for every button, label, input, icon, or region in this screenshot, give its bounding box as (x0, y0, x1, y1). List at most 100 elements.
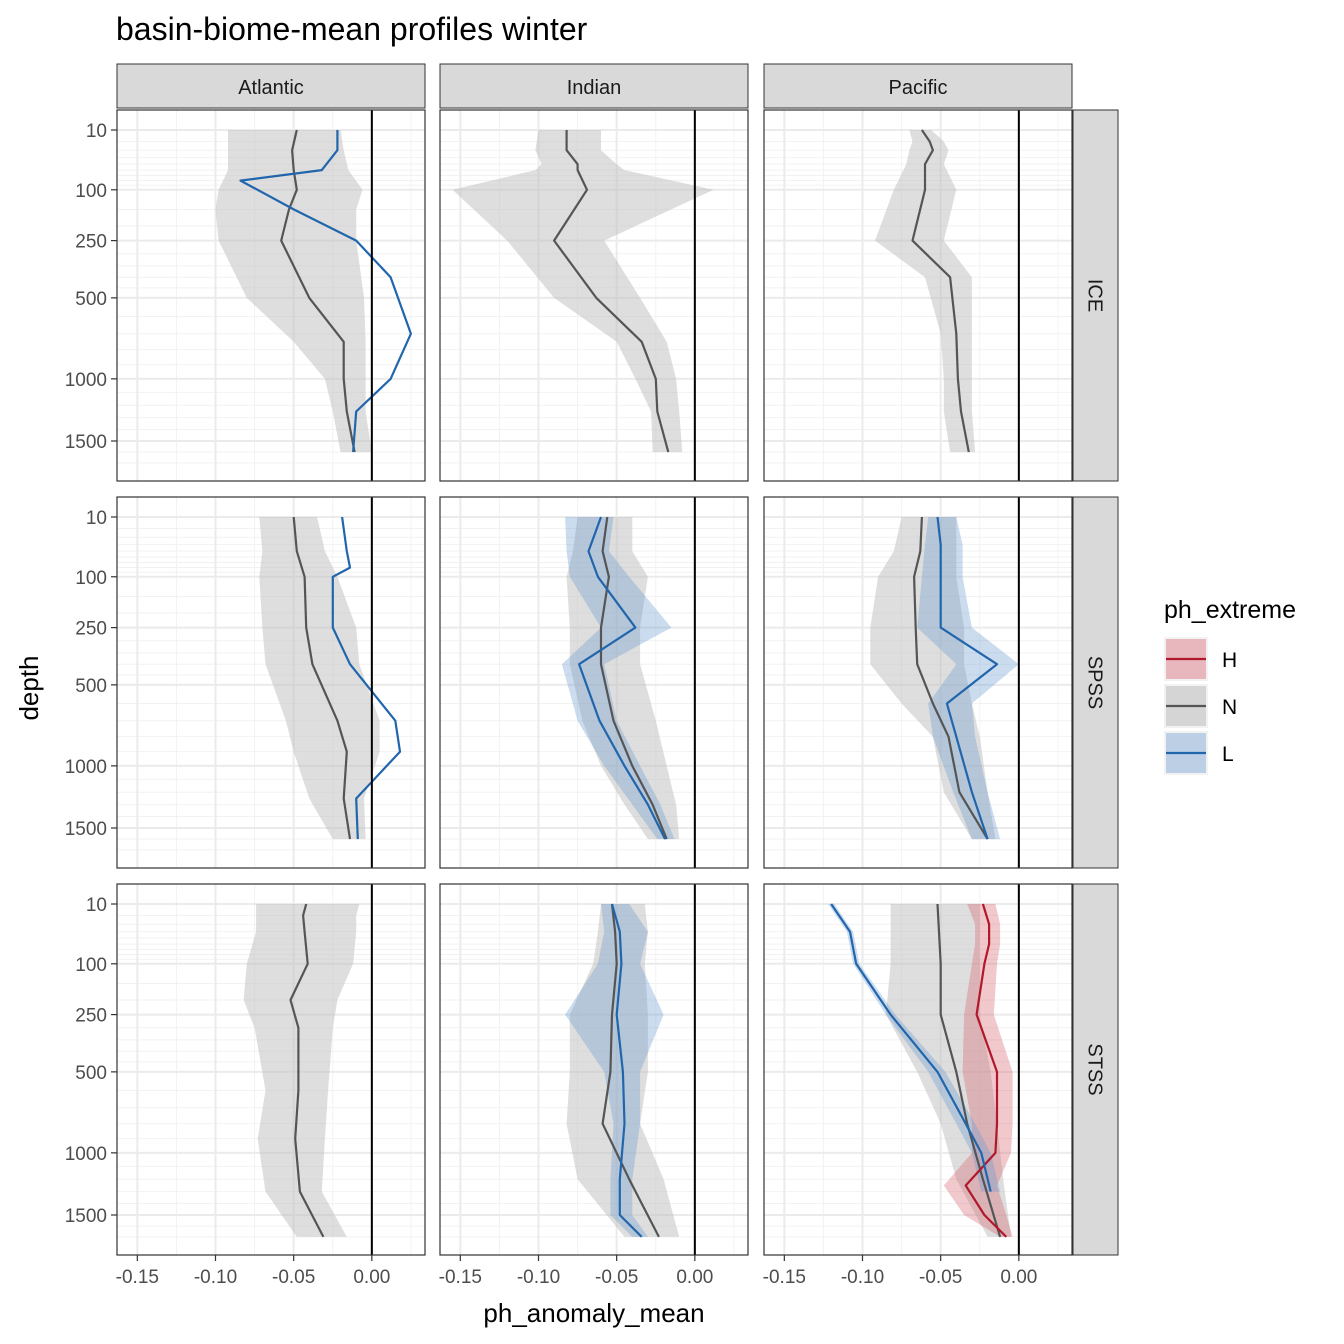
legend-label: N (1222, 696, 1237, 719)
panel-border (763, 883, 1073, 1256)
y-tick-label: 500 (75, 1063, 107, 1084)
y-tick-label: 100 (75, 568, 107, 589)
legend-entry-N: N (1164, 684, 1237, 728)
ribbon-N (243, 904, 360, 1237)
panels-layer: Atlantic Indian Pacific ICE SPSS STSS 10 100 250… (65, 63, 1119, 1288)
legend-label: H (1222, 649, 1237, 672)
y-tick-label: 10 (86, 895, 107, 916)
x-tick-label: 0.00 (353, 1267, 390, 1288)
y-tick-label: 1000 (65, 370, 107, 391)
facet-strip-label-indian: Indian (567, 77, 622, 99)
series-line-N (601, 903, 660, 1238)
facet-strip-atlantic (116, 63, 426, 109)
facet-strip-label-atlantic: Atlantic (238, 77, 304, 99)
ribbon-L (917, 517, 1019, 840)
series-line-N (912, 516, 989, 840)
panel-plot-area (117, 497, 425, 868)
ribbon-N (566, 517, 680, 840)
y-tick-label: 10 (86, 508, 107, 529)
facet-strip-indian (439, 63, 749, 109)
x-tick-label: -0.05 (595, 1267, 638, 1288)
x-tick-label: -0.15 (116, 1267, 159, 1288)
series-line-L (830, 903, 992, 1192)
panel-atlantic-spss: 10 100 250 500 1000 1500 (65, 496, 426, 869)
ribbon-N (870, 517, 996, 840)
panel-atlantic-stss: 10 100 250 500 1000 1500 -0.15 -0.10 -0.05 0.00 (65, 883, 426, 1288)
facet-strip-label-pacific: Pacific (889, 77, 948, 99)
series-line-N (911, 129, 970, 453)
facet-strip-label-ice: ICE (1084, 279, 1106, 312)
x-tick-label: 0.00 (1000, 1267, 1037, 1288)
panel-indian-ice (439, 109, 749, 482)
facet-strip-pacific (763, 63, 1073, 109)
y-tick-label: 250 (75, 232, 107, 253)
ribbon-N (875, 130, 976, 453)
y-tick-label: 10 (86, 121, 107, 142)
x-tick-label: -0.15 (439, 1267, 482, 1288)
panel-indian-stss: -0.15 -0.10 -0.05 0.00 (439, 883, 749, 1288)
panel-plot-area (440, 884, 748, 1255)
x-tick-label: -0.15 (763, 1267, 806, 1288)
x-tick-label: -0.10 (517, 1267, 560, 1288)
y-tick-label: 1500 (65, 1206, 107, 1227)
ribbon-L (561, 517, 675, 840)
panel-border (763, 109, 1073, 482)
y-axis-title: depth (14, 655, 44, 720)
legend: ph_extreme H N L (1164, 596, 1296, 775)
panel-indian-spss (439, 496, 749, 869)
panel-border (116, 496, 426, 869)
series-line-L (239, 130, 412, 453)
series-line-N (599, 516, 668, 840)
series-line-L (577, 516, 667, 840)
panel-plot-area (117, 110, 425, 481)
series-line-N (280, 129, 356, 453)
panel-plot-area (764, 497, 1072, 868)
panel-plot-area (117, 884, 425, 1255)
x-axis-title: ph_anomaly_mean (483, 1298, 704, 1328)
panel-plot-area (764, 884, 1072, 1255)
legend-title: ph_extreme (1164, 596, 1296, 624)
y-tick-label: 500 (75, 289, 107, 310)
panel-border (439, 496, 749, 869)
series-line-N (936, 903, 1002, 1238)
chart-title: basin-biome-mean profiles winter (116, 11, 588, 47)
y-tick-label: 1500 (65, 432, 107, 453)
series-line-L (331, 516, 402, 840)
series-line-N (292, 516, 352, 840)
y-tick-label: 1500 (65, 819, 107, 840)
series-line-L (610, 903, 643, 1238)
x-tick-label: -0.10 (194, 1267, 237, 1288)
ribbon-N (452, 130, 714, 453)
legend-label: L (1222, 743, 1234, 766)
panel-border (439, 109, 749, 482)
panel-atlantic-ice: 10 100 250 500 1000 1500 (65, 109, 426, 482)
y-tick-label: 500 (75, 676, 107, 697)
panel-pacific-spss (763, 496, 1073, 869)
panel-border (116, 883, 426, 1256)
facet-strip-spss (1072, 496, 1119, 869)
ribbon-L (565, 904, 664, 1237)
y-tick-label: 250 (75, 1006, 107, 1027)
legend-entry-H: H (1164, 637, 1237, 681)
ribbon-L (828, 904, 1001, 1192)
y-tick-label: 1000 (65, 757, 107, 778)
panel-plot-area (440, 497, 748, 868)
ribbon-N (215, 130, 372, 453)
panel-border (439, 883, 749, 1256)
panel-plot-area (764, 110, 1072, 481)
facet-strip-label-spss: SPSS (1084, 656, 1106, 709)
series-line-L (936, 516, 999, 840)
y-tick-label: 100 (75, 955, 107, 976)
panel-pacific-stss: -0.15 -0.10 -0.05 0.00 (763, 883, 1073, 1288)
legend-entry-L: L (1164, 731, 1234, 775)
x-tick-label: -0.05 (919, 1267, 962, 1288)
y-tick-label: 1000 (65, 1144, 107, 1165)
panel-pacific-ice (763, 109, 1073, 482)
panel-border (116, 109, 426, 482)
x-tick-label: 0.00 (676, 1267, 713, 1288)
y-tick-label: 250 (75, 619, 107, 640)
series-line-N (289, 903, 325, 1238)
x-tick-label: -0.05 (272, 1267, 315, 1288)
series-line-N (552, 130, 670, 453)
